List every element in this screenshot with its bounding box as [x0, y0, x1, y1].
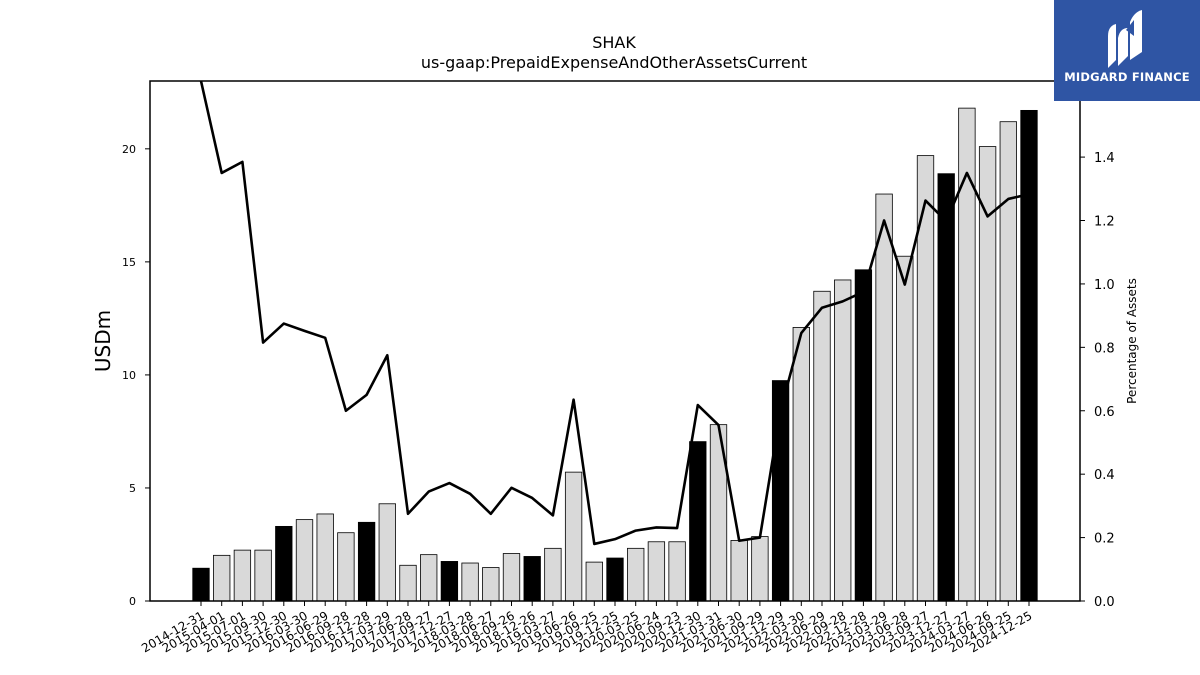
y-axis-label: USDm	[91, 310, 115, 372]
bar	[357, 521, 376, 602]
bar	[792, 327, 810, 602]
y-tick-label: 20	[122, 143, 136, 156]
bar	[461, 562, 479, 602]
y2-tick-label: 0.0	[1094, 595, 1115, 610]
y-tick-label: 5	[129, 482, 136, 495]
y2-tick-label: 0.4	[1094, 468, 1115, 483]
bar	[730, 540, 748, 602]
logo-mark-icon	[1108, 10, 1142, 68]
bar	[482, 567, 500, 602]
y2-tick-label: 1.0	[1094, 278, 1115, 293]
bar	[875, 193, 893, 602]
y2-tick-label: 1.4	[1094, 151, 1115, 166]
bar	[896, 255, 914, 602]
bar	[627, 547, 645, 602]
bar	[606, 557, 624, 602]
y2-tick-label: 1.2	[1094, 215, 1115, 230]
bar	[937, 173, 955, 602]
bar	[564, 471, 583, 602]
bars	[192, 107, 1038, 602]
logo-text: MIDGARD FINANCE	[1064, 70, 1190, 84]
y2-tick-label: 0.2	[1094, 532, 1115, 547]
bar	[751, 536, 769, 602]
bar	[854, 269, 873, 602]
bar	[1020, 109, 1038, 602]
bar	[337, 532, 355, 602]
bar	[689, 441, 707, 602]
bar	[813, 290, 831, 602]
axes: 051015200.00.20.40.60.81.01.21.42014-12-…	[122, 80, 1115, 655]
y2-axis-label: Percentage of Assets	[1125, 278, 1139, 404]
y2-tick-label: 0.8	[1094, 341, 1115, 356]
bar	[295, 519, 314, 602]
bar	[668, 541, 686, 602]
bar	[378, 503, 396, 602]
bar	[544, 547, 562, 602]
chart-title: SHAK	[592, 33, 636, 52]
brand-logo: MIDGARD FINANCE	[1054, 0, 1200, 101]
y-tick-label: 0	[129, 595, 136, 608]
bar	[213, 554, 231, 602]
line-series	[199, 81, 1030, 546]
bar	[192, 567, 210, 602]
bar	[233, 549, 252, 602]
bar	[254, 549, 272, 602]
bar	[399, 564, 417, 602]
bar	[647, 541, 666, 602]
y2-tick-label: 0.6	[1094, 405, 1115, 420]
bar	[585, 561, 603, 602]
chart-subtitle: us-gaap:PrepaidExpenseAndOtherAssetsCurr…	[421, 53, 807, 72]
y-tick-label: 10	[122, 369, 136, 382]
bar	[834, 279, 852, 602]
bar	[316, 513, 334, 602]
bar	[440, 561, 459, 602]
y-tick-label: 15	[122, 256, 136, 269]
bar	[420, 554, 438, 602]
bar	[502, 553, 521, 602]
bar	[523, 556, 541, 602]
bar	[275, 525, 293, 602]
bar	[999, 121, 1017, 602]
series-line	[199, 81, 1030, 546]
